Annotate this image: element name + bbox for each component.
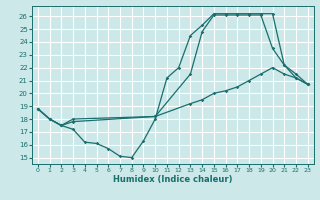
- X-axis label: Humidex (Indice chaleur): Humidex (Indice chaleur): [113, 175, 233, 184]
